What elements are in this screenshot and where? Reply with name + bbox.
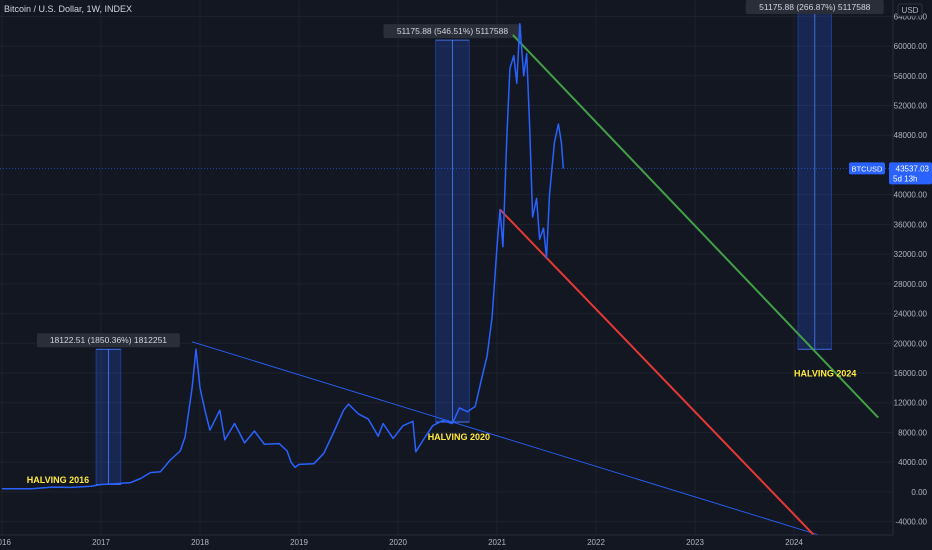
range-box-3: 51175.88 (266.87%) 5117588 <box>745 0 884 350</box>
y-tick-label: 8000.00 <box>898 428 927 437</box>
y-tick-label: 64000.00 <box>894 12 928 21</box>
y-tick-label: 36000.00 <box>894 220 928 229</box>
x-tick-label: 2021 <box>488 538 506 547</box>
x-tick-label: 2020 <box>389 538 407 547</box>
price-marker-bg <box>889 162 932 185</box>
y-tick-label: 32000.00 <box>894 250 928 259</box>
range-box-1: 18122.51 (1850.36%) 1812251 <box>36 333 180 485</box>
range-box-label-bg <box>36 333 180 348</box>
trend-line-2 <box>512 34 879 419</box>
grid-lines <box>0 0 893 535</box>
y-tick-label: 4000.00 <box>898 458 927 467</box>
y-tick-label: 56000.00 <box>894 72 928 81</box>
trend-line-1 <box>191 341 819 536</box>
y-tick-label: 16000.00 <box>894 369 928 378</box>
range-box-label: 51175.88 (546.51%) 5117588 <box>397 26 508 36</box>
price-axis-panel <box>893 0 932 550</box>
x-tick-label: 2018 <box>191 538 209 547</box>
x-tick-label: 2023 <box>686 538 704 547</box>
symbol-tag-bg <box>849 162 885 175</box>
y-tick-label: 28000.00 <box>894 280 928 289</box>
y-tick-label: 40000.00 <box>894 191 928 200</box>
y-tick-label: 20000.00 <box>894 339 928 348</box>
price-marker-countdown: 5d 13h <box>893 174 917 183</box>
y-tick-label: 0.00 <box>911 488 927 497</box>
trend-line-3 <box>499 208 815 536</box>
y-tick-label: 12000.00 <box>894 399 928 408</box>
halving-label-3: HALVING 2024 <box>794 369 856 379</box>
x-tick-label: 2024 <box>785 538 803 547</box>
range-box-label-bg <box>383 24 522 39</box>
range-box-label: 51175.88 (266.87%) 5117588 <box>759 2 870 12</box>
halving-label-1: HALVING 2016 <box>27 475 89 485</box>
price-series-line <box>1 23 565 490</box>
y-tick-label: 52000.00 <box>894 102 928 111</box>
symbol-title: Bitcoin / U.S. Dollar, 1W, INDEX <box>4 4 133 14</box>
y-tick-label: 48000.00 <box>894 131 928 140</box>
price-marker-value: 43537.03 <box>896 164 930 173</box>
y-tick-label: -4000.00 <box>895 518 927 527</box>
currency-label: USD <box>902 6 919 15</box>
x-tick-label: 2019 <box>290 538 308 547</box>
x-tick-label: 2022 <box>587 538 605 547</box>
x-tick-label: 2016 <box>0 538 11 547</box>
range-box-label: 18122.51 (1850.36%) 1812251 <box>50 335 167 345</box>
x-tick-label: 2017 <box>92 538 110 547</box>
time-axis-panel <box>0 535 932 550</box>
halving-label-2: HALVING 2020 <box>428 432 490 442</box>
symbol-tag: BTCUSD <box>852 164 883 173</box>
range-box-2: 51175.88 (546.51%) 5117588 <box>383 24 522 423</box>
currency-badge <box>897 3 923 17</box>
y-tick-label: 24000.00 <box>894 310 928 319</box>
y-tick-label: 60000.00 <box>894 42 928 51</box>
range-box-label-bg <box>745 0 884 14</box>
